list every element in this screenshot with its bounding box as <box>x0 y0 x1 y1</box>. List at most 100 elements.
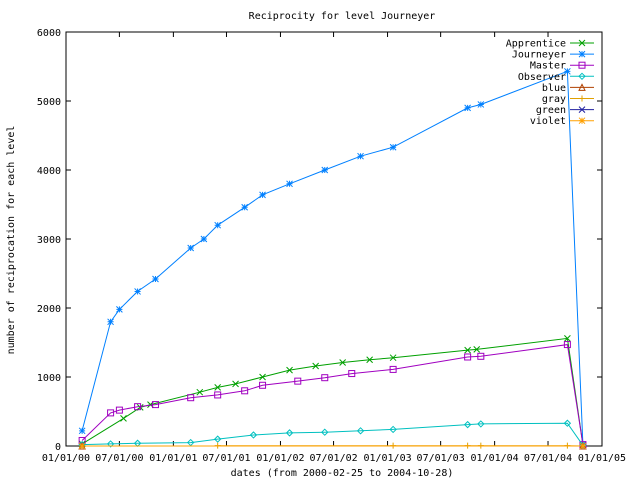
data-point <box>389 365 397 373</box>
data-point <box>152 275 159 283</box>
legend-label: blue <box>542 83 566 94</box>
series-line <box>82 422 584 446</box>
data-point <box>115 406 123 414</box>
series-journeyer <box>78 67 587 448</box>
series-line <box>81 344 584 445</box>
data-point <box>339 359 347 366</box>
data-point <box>259 381 267 389</box>
legend-entry: Master <box>530 61 594 72</box>
data-point <box>348 370 356 378</box>
series-line <box>81 337 584 445</box>
legend-entry: Journeyer <box>512 50 594 61</box>
legend-entry: violet <box>530 116 594 127</box>
data-point <box>563 419 572 427</box>
data-point <box>563 341 571 349</box>
data-point <box>578 39 586 47</box>
data-point <box>286 180 293 188</box>
legend-label: violet <box>530 116 566 127</box>
axis-ticks: 0 1000 2000 3000 4000 5000 6000 01/01/00 07/01/0… <box>37 28 626 464</box>
x-tick-label: 01/01/03 <box>363 453 411 464</box>
x-tick-label: 07/01/00 <box>95 453 143 464</box>
data-point <box>285 429 294 437</box>
data-point <box>579 95 585 102</box>
data-point <box>357 152 364 160</box>
series-violet <box>78 442 587 450</box>
data-point <box>578 72 586 81</box>
data-point <box>78 442 86 450</box>
y-tick-label: 5000 <box>37 97 61 108</box>
legend-label: Journeyer <box>512 50 566 61</box>
x-tick-label: 01/01/05 <box>578 453 626 464</box>
chart-title: Reciprocity for level Journeyer <box>249 11 436 22</box>
data-point <box>134 288 141 295</box>
data-point <box>578 83 586 91</box>
x-tick-label: 01/01/01 <box>149 453 197 464</box>
legend-entry: Observer <box>518 72 594 83</box>
y-tick-label: 6000 <box>37 28 61 39</box>
data-point <box>187 244 195 252</box>
legend-label: Apprentice <box>506 39 566 50</box>
data-point <box>214 221 222 229</box>
data-point <box>241 203 249 211</box>
data-point <box>321 428 329 436</box>
data-point <box>259 373 266 381</box>
data-point <box>232 380 239 388</box>
data-point <box>151 401 159 409</box>
data-point <box>187 394 195 402</box>
data-point <box>120 415 127 422</box>
data-point <box>241 387 249 395</box>
data-point <box>579 442 587 450</box>
data-point <box>196 388 204 396</box>
series-layer <box>78 67 587 450</box>
data-point <box>477 420 485 428</box>
series-line <box>81 70 584 445</box>
legend-entry: green <box>536 105 594 116</box>
data-point <box>294 377 302 385</box>
y-tick-label: 3000 <box>37 235 61 246</box>
data-point <box>213 435 222 443</box>
legend: ApprenticeJourneyerMasterObserverbluegra… <box>506 39 594 127</box>
series-observer <box>78 419 587 450</box>
data-point <box>464 353 472 361</box>
x-tick-label: 07/01/04 <box>524 453 572 464</box>
data-point <box>389 354 397 362</box>
data-point <box>578 61 586 69</box>
data-point <box>214 391 222 399</box>
y-tick-label: 4000 <box>37 166 61 177</box>
y-tick-label: 0 <box>55 442 61 453</box>
data-point <box>578 106 586 113</box>
data-point <box>464 346 471 354</box>
data-point <box>259 191 266 199</box>
data-point <box>564 335 571 342</box>
x-tick-label: 07/01/01 <box>202 453 250 464</box>
data-point <box>312 362 320 370</box>
data-point <box>477 101 485 108</box>
data-point <box>321 374 329 382</box>
y-tick-label: 1000 <box>37 373 61 384</box>
x-tick-label: 01/01/00 <box>42 453 90 464</box>
legend-label: Master <box>530 61 566 72</box>
x-tick-label: 01/01/04 <box>471 453 519 464</box>
data-point <box>366 356 373 364</box>
data-point <box>116 306 123 313</box>
x-axis-label: dates (from 2000-02-25 to 2004-10-28) <box>231 468 454 479</box>
legend-entry: blue <box>542 83 594 94</box>
legend-entry: Apprentice <box>506 39 594 50</box>
data-point <box>249 431 258 439</box>
data-point <box>477 352 485 360</box>
legend-entry: gray <box>542 94 594 105</box>
x-tick-label: 07/01/03 <box>417 453 465 464</box>
x-tick-label: 07/01/02 <box>309 453 357 464</box>
data-point <box>464 104 471 112</box>
data-point <box>286 366 293 374</box>
data-point <box>389 425 397 434</box>
y-tick-label: 2000 <box>37 304 61 315</box>
data-point <box>389 143 397 151</box>
data-point <box>106 440 115 448</box>
data-point <box>78 427 86 435</box>
data-point <box>564 67 571 75</box>
y-axis-label: number of reciprocation for each level <box>6 126 17 355</box>
data-point <box>200 235 208 243</box>
data-point <box>107 318 114 326</box>
